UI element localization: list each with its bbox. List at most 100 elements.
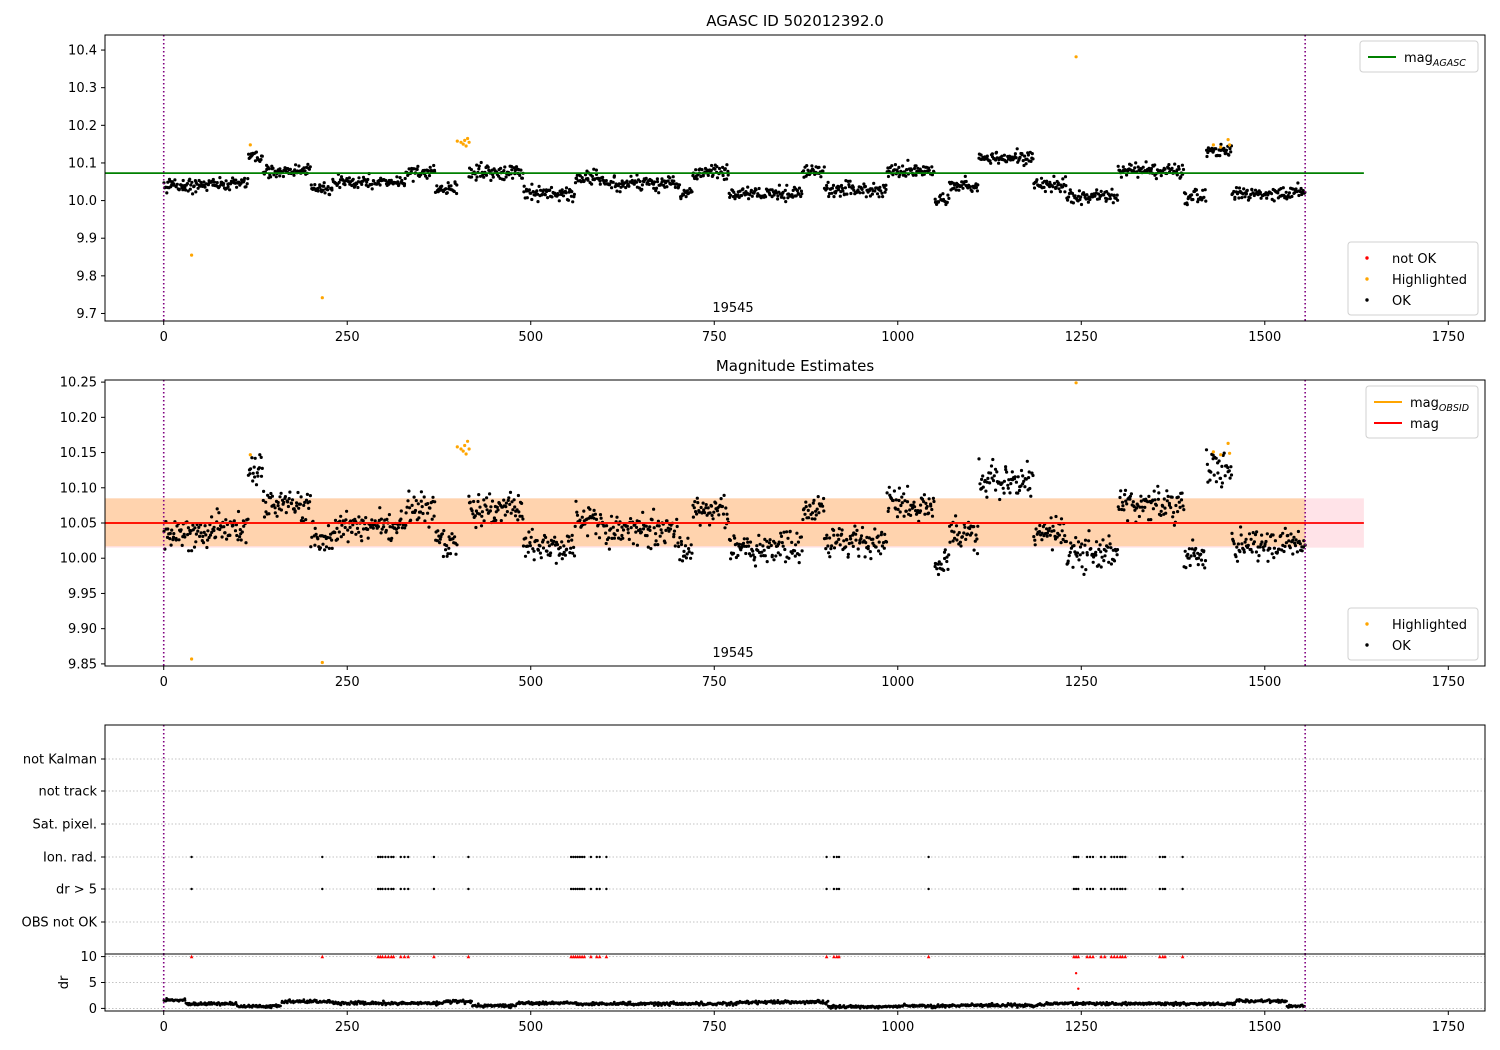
ok-point [339, 514, 343, 518]
dr-point [660, 1004, 663, 1007]
ok-point [546, 540, 550, 544]
ok-point [794, 543, 798, 547]
flag-point [927, 887, 930, 891]
ok-point [701, 174, 705, 178]
y-tick-label: 9.8 [76, 269, 97, 284]
ok-point [286, 504, 290, 509]
ok-point [646, 545, 650, 549]
ok-point [546, 196, 550, 200]
y-tick-label: 10.05 [60, 517, 97, 532]
ok-point [1066, 198, 1070, 202]
ok-point [258, 453, 262, 457]
ok-point [1256, 559, 1260, 563]
ok-point [825, 183, 829, 188]
ok-point [1182, 508, 1186, 512]
ok-point [959, 544, 963, 548]
ok-point [484, 173, 489, 177]
ok-point [489, 505, 493, 509]
dr-point [672, 1000, 675, 1003]
ok-point [620, 525, 624, 529]
ok-point [228, 533, 232, 538]
ok-point [270, 494, 274, 498]
ok-point [527, 530, 531, 534]
ok-point [387, 513, 391, 517]
ok-point [168, 531, 172, 536]
ok-point [855, 528, 859, 533]
ok-point [687, 547, 691, 551]
ok-point [449, 184, 453, 188]
ok-point [173, 178, 177, 182]
ok-point [1275, 550, 1279, 554]
ok-point [1287, 539, 1291, 543]
ok-point [210, 530, 214, 535]
ok-point [318, 546, 322, 550]
ok-point [247, 152, 251, 156]
ok-point [1216, 471, 1220, 475]
flag-point [1181, 887, 1184, 891]
ok-point [869, 557, 873, 561]
dr-point [355, 1002, 359, 1006]
ok-point [1070, 191, 1075, 196]
ok-point [900, 495, 904, 499]
ok-point [790, 551, 794, 555]
flag-point [467, 855, 470, 859]
ok-point [586, 178, 590, 182]
ok-point [326, 185, 330, 189]
ok-point [259, 474, 264, 478]
ok-point [715, 176, 720, 180]
ok-point [594, 517, 599, 522]
ok-point [708, 523, 712, 527]
ok-point [684, 556, 689, 560]
ok-point [328, 536, 332, 540]
ok-point [1254, 550, 1258, 554]
ok-point [1205, 154, 1209, 159]
ok-point [318, 183, 322, 187]
clipped-dr-marker [383, 954, 388, 959]
ok-point [893, 163, 898, 167]
ok-point [741, 187, 745, 191]
ok-point [170, 528, 174, 532]
ok-point [269, 175, 273, 179]
ok-point [663, 541, 667, 545]
ok-point [814, 509, 818, 513]
ok-point [1075, 554, 1079, 558]
ok-point [748, 540, 753, 544]
ok-point [947, 196, 951, 200]
ok-point [226, 185, 230, 189]
ok-point [654, 532, 658, 536]
ok-point [797, 192, 801, 196]
ok-point [613, 533, 617, 537]
ok-point [295, 501, 299, 505]
flag-point [1103, 887, 1107, 891]
ok-point [1005, 470, 1009, 474]
ok-point [582, 179, 586, 183]
ok-point [1041, 525, 1045, 529]
ok-point [529, 535, 533, 539]
y-tick-label: 10.20 [60, 411, 97, 426]
ok-point [825, 186, 829, 190]
ok-point [240, 530, 244, 534]
ok-point [580, 515, 584, 519]
ok-point [715, 165, 719, 169]
ok-point [366, 177, 370, 182]
flag-point [376, 887, 380, 891]
flag-point [1124, 855, 1127, 859]
ok-point [418, 510, 423, 514]
clipped-dr-marker [432, 954, 436, 959]
ok-point [1124, 499, 1128, 503]
ok-point [570, 533, 574, 538]
ok-point [326, 188, 330, 192]
legend-dot-swatch [1365, 256, 1369, 260]
x-tick-label: 0 [160, 675, 168, 690]
ok-point [810, 517, 814, 521]
ok-point [1121, 165, 1125, 169]
ok-point [1089, 547, 1093, 551]
ok-point [882, 546, 886, 550]
ok-point [476, 499, 480, 504]
ok-point [804, 505, 808, 509]
ok-point [376, 525, 380, 529]
ok-point [440, 184, 444, 188]
dr-point [454, 998, 458, 1002]
flag-point [835, 855, 838, 859]
ok-point [541, 546, 546, 550]
